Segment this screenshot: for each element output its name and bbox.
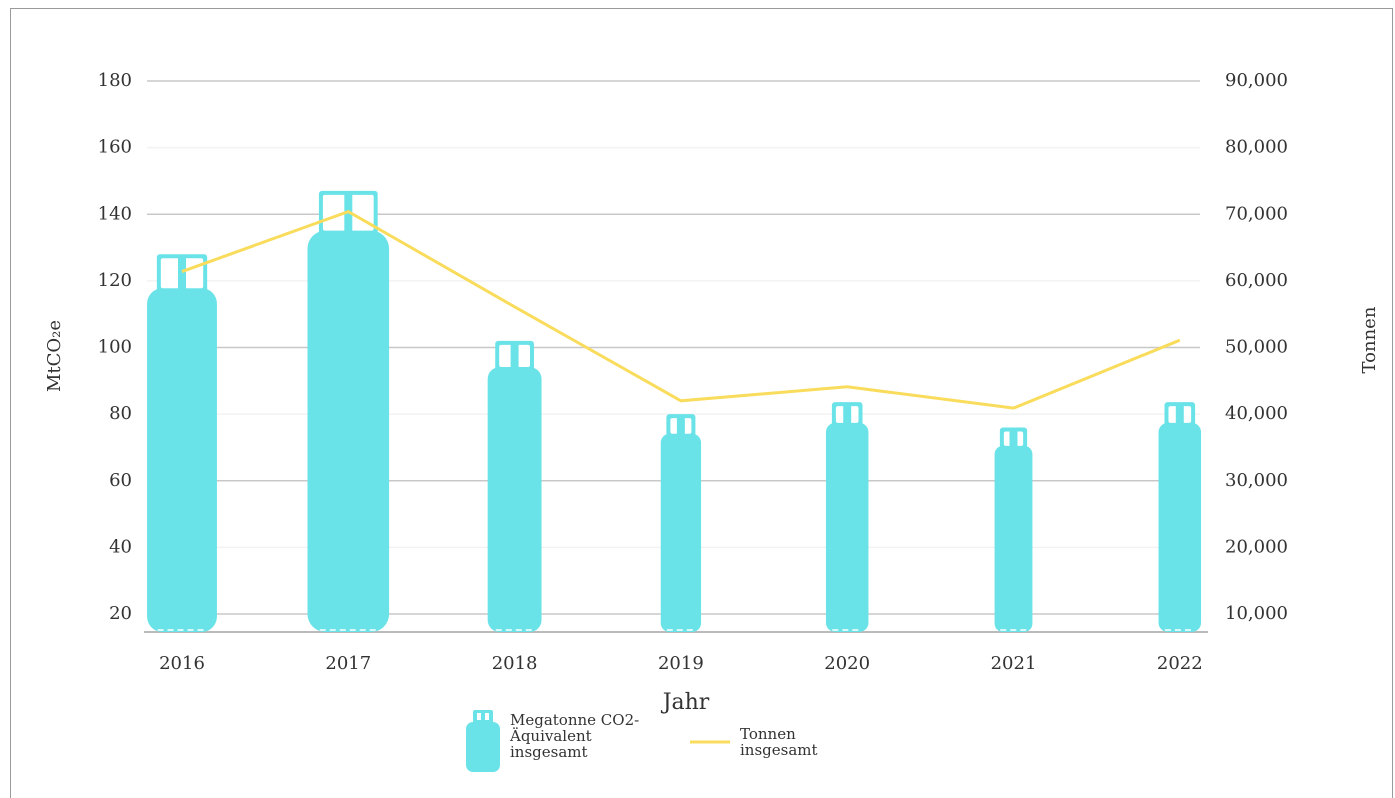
bar xyxy=(147,254,217,632)
cylinder-part xyxy=(1009,430,1018,447)
y2-axis-label: Tonnen xyxy=(1359,306,1380,373)
x-tick-label: 2021 xyxy=(991,653,1037,674)
y-tick-label: 140 xyxy=(98,203,132,224)
x-tick-label: 2022 xyxy=(1157,653,1203,674)
bar xyxy=(1158,402,1202,632)
y-tick-label: 100 xyxy=(98,337,132,358)
y2-tick-label: 40,000 xyxy=(1225,403,1288,424)
y2-tick-label: 10,000 xyxy=(1225,603,1288,624)
y2-tick-label: 80,000 xyxy=(1225,137,1288,158)
y2-tick-label: 70,000 xyxy=(1225,203,1288,224)
x-tick-label: 2020 xyxy=(824,653,870,674)
cylinder-part xyxy=(307,230,390,632)
bar xyxy=(307,190,390,632)
x-tick-label: 2019 xyxy=(658,653,704,674)
x-axis-label: Jahr xyxy=(661,690,710,715)
x-tick-label: 2018 xyxy=(492,653,538,674)
cylinder-part xyxy=(510,343,519,369)
y-tick-label: 20 xyxy=(109,603,132,624)
cylinder-part xyxy=(825,422,869,632)
x-tick-label: 2016 xyxy=(159,653,205,674)
y-tick-label: 60 xyxy=(109,470,132,491)
y-tick-label: 120 xyxy=(98,270,132,291)
frame xyxy=(10,8,1393,798)
x-tick-label: 2017 xyxy=(325,653,371,674)
line xyxy=(181,209,1181,410)
bar xyxy=(825,402,869,632)
cylinder-part xyxy=(660,433,702,632)
cylinder-part xyxy=(676,417,685,435)
y2-tick-label: 60,000 xyxy=(1225,270,1288,291)
cylinder-part xyxy=(487,367,542,632)
bar xyxy=(487,340,542,632)
y-tick-label: 40 xyxy=(109,536,132,557)
bar xyxy=(994,427,1033,632)
cylinder-part xyxy=(1175,405,1184,424)
cylinder-part xyxy=(178,257,186,290)
cylinder-part xyxy=(1158,422,1202,632)
cylinder-part xyxy=(994,445,1033,632)
y2-tick-label: 90,000 xyxy=(1225,70,1288,91)
y-tick-label: 180 xyxy=(98,70,132,91)
y2-tick-label: 30,000 xyxy=(1225,470,1288,491)
cylinder-part xyxy=(147,288,217,632)
y-axis-label: MtCO₂e xyxy=(44,320,65,392)
legend-swatch xyxy=(466,710,500,772)
cylinder-part xyxy=(843,405,852,424)
legend-label: Megatonne CO2-Äquivalent insgesamt xyxy=(510,711,640,761)
legend-swatch-part xyxy=(481,712,485,721)
y-tick-label: 160 xyxy=(98,137,132,158)
y2-tick-label: 20,000 xyxy=(1225,536,1288,557)
bar xyxy=(660,414,702,632)
y2-tick-label: 50,000 xyxy=(1225,337,1288,358)
y-tick-label: 80 xyxy=(109,403,132,424)
legend-swatch-part xyxy=(466,722,500,772)
legend-label: Tonnen insgesamt xyxy=(740,725,818,759)
